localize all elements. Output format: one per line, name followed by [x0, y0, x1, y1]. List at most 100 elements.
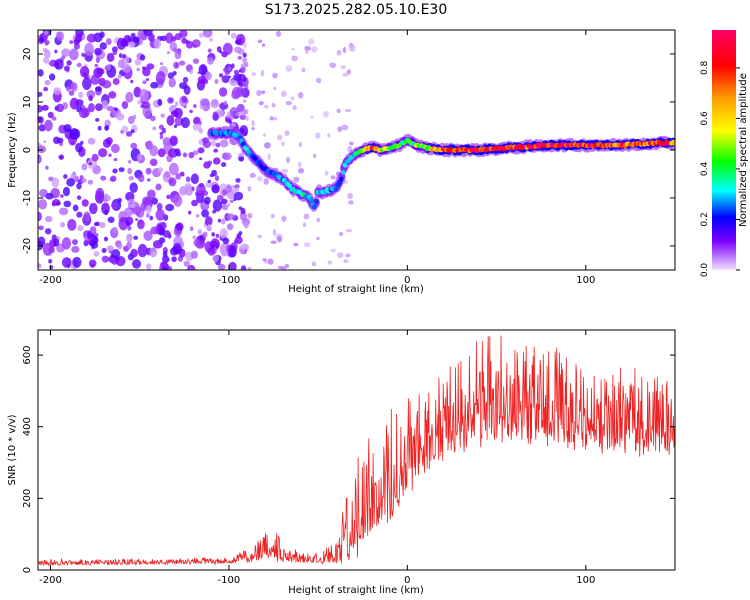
noise-blob — [200, 78, 209, 85]
noise-blob — [173, 194, 183, 207]
noise-blob — [135, 218, 139, 221]
noise-blob — [60, 222, 65, 228]
noise-blob — [242, 42, 248, 49]
noise-blob — [189, 267, 193, 270]
noise-blob — [155, 71, 166, 85]
noise-blob — [115, 256, 126, 267]
noise-blob — [197, 229, 202, 235]
colorbar-ticks: 0.0 0.2 0.4 0.6 0.8 — [700, 60, 740, 277]
noise-blob — [198, 32, 205, 38]
noise-blob — [110, 175, 117, 182]
ridge-cell — [342, 162, 348, 168]
noise-blob — [304, 45, 312, 51]
noise-blob — [166, 51, 171, 55]
noise-blob — [168, 148, 179, 158]
snr-panel: -200 -100 0 100 0 200 400 600 Height of straigh… — [7, 329, 676, 596]
noise-blob — [168, 177, 177, 187]
noise-blob — [137, 174, 145, 183]
noise-blob — [281, 215, 287, 222]
noise-blob — [128, 202, 136, 209]
noise-blob — [336, 108, 341, 114]
noise-blob — [297, 92, 304, 99]
noise-blob — [88, 95, 93, 102]
noise-blob — [38, 124, 46, 132]
noise-blob — [276, 134, 283, 141]
noise-blob — [96, 68, 105, 75]
noise-blob — [222, 42, 233, 55]
noise-blob — [221, 204, 229, 211]
noise-blob — [239, 125, 249, 137]
noise-blob — [83, 239, 89, 247]
noise-blob — [336, 49, 342, 56]
noise-blob — [173, 124, 178, 129]
noise-blob — [219, 50, 223, 54]
noise-blob — [49, 265, 54, 270]
noise-blob — [256, 89, 262, 97]
noise-blob — [159, 62, 164, 66]
noise-blob — [81, 199, 89, 207]
noise-blob — [111, 46, 118, 53]
noise-blob — [315, 77, 322, 84]
noise-blob — [345, 253, 351, 258]
noise-blob — [130, 129, 135, 134]
noise-blob — [304, 242, 311, 248]
noise-blob — [257, 234, 263, 239]
noise-blob — [114, 107, 118, 112]
noise-blob — [76, 211, 83, 218]
noise-blob — [228, 261, 237, 270]
noise-blob — [72, 204, 79, 212]
noise-blob — [94, 63, 99, 68]
noise-blob — [90, 241, 99, 249]
noise-blob — [337, 252, 344, 259]
noise-blob — [305, 50, 309, 54]
noise-blob — [43, 86, 49, 92]
noise-blob — [147, 189, 156, 199]
noise-blob — [44, 215, 53, 223]
noise-blob — [200, 65, 206, 71]
noise-blob — [81, 52, 85, 57]
noise-blob — [105, 64, 112, 71]
noise-blob — [235, 86, 246, 97]
noise-blob — [284, 130, 290, 136]
y-tick-label: 10 — [22, 96, 33, 109]
noise-blob — [70, 83, 76, 90]
noise-blob — [133, 86, 142, 98]
noise-blob — [181, 37, 188, 44]
noise-blob — [293, 242, 299, 247]
noise-blob — [158, 167, 164, 173]
noise-blob — [193, 44, 197, 48]
snr-line — [38, 335, 675, 567]
noise-blob — [160, 113, 166, 118]
noise-blob — [219, 228, 228, 239]
noise-blob — [204, 196, 211, 205]
noise-blob — [68, 90, 75, 96]
noise-blob — [212, 157, 221, 165]
noise-blob — [247, 186, 252, 192]
noise-blob — [238, 156, 245, 162]
noise-blob — [191, 199, 199, 207]
noise-blob — [166, 194, 171, 200]
noise-blob — [219, 73, 223, 78]
noise-blob — [184, 182, 192, 192]
noise-blob — [281, 141, 285, 147]
noise-blob — [126, 233, 133, 243]
noise-blob — [175, 222, 184, 231]
noise-blob — [171, 256, 177, 263]
noise-blob — [43, 30, 48, 36]
noise-blob — [234, 39, 242, 45]
noise-blob — [44, 79, 51, 86]
noise-blob — [76, 195, 82, 200]
noise-blob — [95, 117, 100, 122]
noise-blob — [330, 248, 337, 253]
noise-blob — [106, 105, 114, 112]
snr-ylabel: SNR (10 * v/v) — [7, 414, 18, 485]
noise-blob — [329, 62, 336, 69]
noise-blob — [160, 35, 167, 42]
noise-blob — [311, 261, 317, 267]
noise-blob — [221, 189, 228, 196]
colorbar-tick-label: 0.4 — [700, 162, 710, 177]
noise-blob — [77, 225, 84, 232]
noise-blob — [345, 228, 353, 233]
noise-blob — [251, 72, 256, 77]
